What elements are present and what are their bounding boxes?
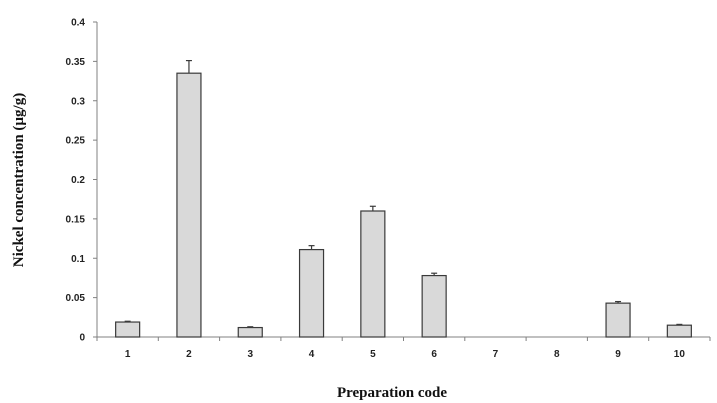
bar — [115, 321, 141, 338]
bar-series — [115, 59, 692, 338]
x-tick-label: 10 — [674, 349, 686, 360]
x-tick-label: 1 — [125, 349, 131, 360]
y-tick-label: 0.4 — [71, 18, 85, 29]
x-tick-label: 2 — [186, 349, 192, 360]
bar — [176, 72, 202, 338]
y-tick-label: 0.25 — [66, 136, 86, 147]
x-tick-label: 8 — [554, 349, 560, 360]
x-tick-label: 9 — [615, 349, 621, 360]
x-axis: 1 2 3 4 5 6 7 8 9 10 — [96, 336, 711, 360]
y-tick-label: 0.05 — [66, 293, 86, 304]
x-tick-label: 3 — [247, 349, 253, 360]
x-tick-label: 7 — [493, 349, 499, 360]
x-tick-label: 5 — [370, 349, 376, 360]
y-tick-label: 0.35 — [66, 57, 86, 68]
bar — [666, 324, 692, 338]
bar — [605, 302, 631, 338]
bar — [360, 210, 386, 338]
y-axis: 0 0.05 0.1 0.15 0.2 0.25 0.3 0.35 0.4 — [66, 18, 98, 344]
x-axis-title: Preparation code — [337, 385, 447, 401]
x-tick-label: 4 — [309, 349, 315, 360]
bar — [421, 274, 447, 338]
y-tick-label: 0.3 — [71, 96, 85, 107]
y-tick-label: 0.15 — [66, 214, 86, 225]
y-tick-label: 0.2 — [71, 175, 85, 186]
bar — [237, 326, 263, 338]
bar — [298, 248, 325, 338]
y-tick-label: 0 — [79, 333, 85, 344]
y-tick-label: 0.1 — [71, 254, 85, 265]
y-axis-title: Nickel concentration (µg/g) — [11, 93, 27, 267]
x-tick-label: 6 — [431, 349, 437, 360]
